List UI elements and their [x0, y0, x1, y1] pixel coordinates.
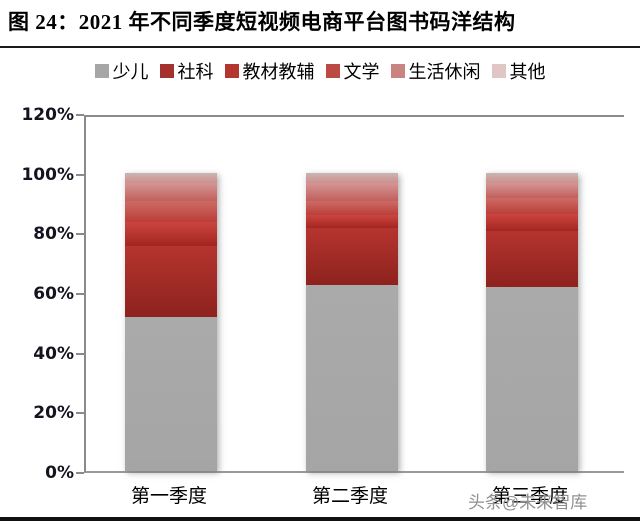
bar-segment-教材教辅 [486, 213, 578, 231]
bar-segment-社科 [125, 245, 217, 318]
legend-swatch-icon [390, 64, 405, 78]
y-tick-label: 120% [21, 105, 74, 125]
legend-label: 生活休闲 [408, 62, 481, 82]
bar-segment-教材教辅 [125, 221, 217, 246]
x-tick-label-第二季度: 第二季度 [311, 486, 388, 507]
legend-swatch-icon [491, 64, 506, 78]
legend-label: 社科 [177, 62, 214, 82]
legend-label: 少儿 [112, 62, 149, 82]
chart-legend: 少儿 社科 教材教辅 文学 生活休闲 其他 [0, 58, 640, 84]
stacked-bar-第二季度 [306, 172, 398, 471]
legend-swatch-icon [159, 64, 174, 78]
y-tick-mark [76, 173, 84, 176]
y-tick-label: 80% [33, 224, 74, 245]
plot-area [84, 115, 624, 473]
bar-segment-社科 [486, 230, 578, 287]
title-underline [0, 46, 640, 48]
legend-label: 其他 [509, 62, 546, 82]
watermark: 头条@未来智库 [468, 493, 588, 512]
y-tick-label: 60% [33, 284, 74, 304]
bar-segment-生活休闲 [125, 183, 217, 202]
bar-segment-其他 [486, 172, 578, 183]
y-tick-label: 0% [45, 463, 74, 483]
y-tick-mark [76, 412, 84, 415]
y-tick-mark [76, 233, 84, 236]
y-tick-label: 20% [33, 403, 74, 424]
y-tick-label: 100% [21, 164, 74, 185]
bar-segment-社科 [306, 227, 398, 285]
chart-title: 图 24：2021 年不同季度短视频电商平台图书码洋结构 [8, 10, 516, 34]
bar-segment-教材教辅 [306, 214, 398, 228]
legend-item-1: 社科 [159, 58, 214, 84]
legend-label: 文学 [343, 62, 380, 82]
bar-segment-文学 [306, 200, 398, 215]
legend-item-5: 其他 [491, 58, 546, 84]
bar-segment-其他 [306, 172, 398, 183]
legend-item-3: 文学 [325, 58, 380, 84]
y-tick-mark [76, 352, 84, 355]
bar-segment-少儿 [306, 284, 398, 471]
bar-segment-少儿 [486, 286, 578, 471]
bar-segment-文学 [125, 201, 217, 222]
bar-segment-生活休闲 [486, 182, 578, 198]
y-tick-label: 40% [33, 343, 74, 364]
bar-segment-其他 [125, 172, 217, 184]
legend-swatch-icon [224, 64, 239, 78]
legend-item-0: 少儿 [94, 58, 149, 84]
bar-segment-生活休闲 [306, 182, 398, 201]
y-tick-mark [76, 114, 84, 116]
stacked-bar-第一季度 [125, 172, 217, 471]
legend-item-4: 生活休闲 [390, 58, 481, 84]
bar-segment-少儿 [125, 317, 217, 471]
stacked-bar-第三季度 [486, 172, 578, 471]
bar-segment-文学 [486, 197, 578, 214]
legend-swatch-icon [325, 64, 340, 78]
legend-item-2: 教材教辅 [224, 58, 315, 84]
legend-swatch-icon [94, 64, 109, 78]
y-tick-mark [76, 472, 84, 474]
legend-label: 教材教辅 [242, 62, 315, 82]
y-tick-mark [76, 293, 84, 295]
x-tick-label-第三季度: 第三季度 [491, 486, 568, 507]
bottom-border [0, 517, 640, 521]
x-tick-label-第一季度: 第一季度 [130, 486, 207, 507]
